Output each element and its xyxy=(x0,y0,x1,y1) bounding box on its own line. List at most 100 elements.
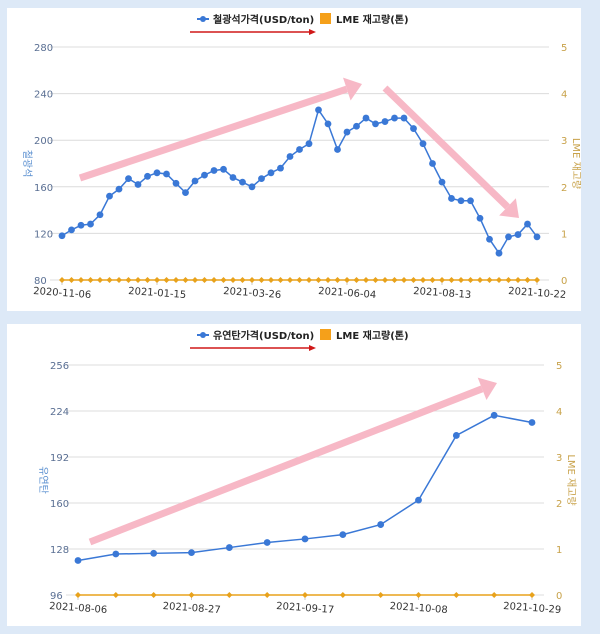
price-data-point xyxy=(188,549,195,556)
lme-data-point xyxy=(339,592,346,598)
lme-data-point xyxy=(363,277,369,283)
lme-data-point xyxy=(486,277,493,283)
lme-data-point xyxy=(448,277,455,283)
lme-data-point xyxy=(491,592,498,598)
lme-data-point xyxy=(173,277,179,283)
lme-data-point xyxy=(524,277,531,283)
price-data-point xyxy=(400,114,408,122)
x-tick-label: 2021-08-27 xyxy=(162,601,221,616)
y2-tick-label: 5 xyxy=(561,43,567,54)
price-data-point xyxy=(163,170,170,178)
y2-tick-label: 3 xyxy=(556,453,562,464)
price-data-point xyxy=(248,183,256,191)
y-tick-label: 192 xyxy=(50,453,69,464)
lme-data-point xyxy=(87,277,94,283)
price-data-point xyxy=(258,175,265,183)
price-data-point xyxy=(96,211,104,219)
y2-tick-label: 1 xyxy=(561,229,567,240)
price-data-point xyxy=(438,178,446,186)
x-tick-label: 2021-10-22 xyxy=(508,286,567,301)
lme-data-point xyxy=(529,592,535,598)
price-data-point xyxy=(429,160,436,167)
price-data-point xyxy=(134,181,142,188)
lme-data-point xyxy=(302,592,308,598)
price-data-point xyxy=(490,411,498,419)
lme-data-point xyxy=(268,277,274,283)
x-tick-label: 2021-06-04 xyxy=(318,286,377,301)
price-data-point xyxy=(419,140,427,148)
lme-data-point xyxy=(458,277,464,283)
price-data-point xyxy=(334,146,341,153)
lme-data-point xyxy=(439,277,445,283)
red-arrow-head-icon xyxy=(309,345,316,351)
price-data-point xyxy=(391,114,398,122)
price-data-point xyxy=(112,550,120,558)
lme-data-point xyxy=(353,277,360,283)
trend-down-arrow-head-icon xyxy=(499,198,519,218)
price-data-point xyxy=(524,220,531,228)
lme-data-point xyxy=(258,277,265,283)
price-data-point xyxy=(381,118,389,125)
y2-axis-title: LME 재고량 xyxy=(565,454,577,505)
lme-data-point xyxy=(182,277,189,283)
price-data-point xyxy=(150,549,158,557)
legend-swatch-icon xyxy=(320,13,331,24)
legend-item-price: 유연탄가격(USD/ton) xyxy=(213,329,314,342)
price-data-point xyxy=(410,125,417,132)
y-tick-label: 120 xyxy=(34,229,53,240)
lme-data-point xyxy=(230,277,236,283)
y-tick-label: 80 xyxy=(34,276,47,287)
lme-data-point xyxy=(315,277,322,283)
lme-data-point xyxy=(264,592,271,598)
price-data-point xyxy=(296,146,303,153)
price-data-point xyxy=(172,179,180,187)
x-tick-label: 2021-01-15 xyxy=(128,286,187,301)
lme-data-point xyxy=(372,277,379,283)
y2-tick-label: 5 xyxy=(556,361,562,372)
y2-tick-label: 4 xyxy=(556,407,562,418)
price-data-point xyxy=(201,171,208,179)
y2-tick-label: 0 xyxy=(556,591,562,602)
x-tick-label: 2020-11-06 xyxy=(33,286,92,301)
lme-data-point xyxy=(192,277,198,283)
lme-data-point xyxy=(135,277,141,283)
price-data-point xyxy=(191,177,199,185)
price-data-point xyxy=(277,164,284,172)
y2-tick-label: 2 xyxy=(561,183,567,194)
lme-data-point xyxy=(226,592,233,598)
lme-data-point xyxy=(239,277,246,283)
lme-data-point xyxy=(144,277,151,283)
x-tick-label: 2021-10-08 xyxy=(389,601,448,616)
legend-marker-icon xyxy=(200,16,206,22)
lme-data-point xyxy=(97,277,103,283)
lme-data-point xyxy=(377,592,384,598)
price-data-point xyxy=(115,185,123,193)
price-data-point xyxy=(467,197,474,205)
lme-data-point xyxy=(453,592,460,598)
y-tick-label: 256 xyxy=(50,361,69,372)
y2-tick-label: 0 xyxy=(561,276,567,287)
price-data-point xyxy=(77,221,85,229)
lme-data-point xyxy=(75,592,81,598)
legend-marker-icon xyxy=(200,332,206,338)
y-tick-label: 224 xyxy=(50,407,69,418)
price-data-point xyxy=(457,197,465,205)
y2-tick-label: 1 xyxy=(556,545,562,556)
price-data-point xyxy=(263,539,271,546)
legend-item-price: 철광석가격(USD/ton) xyxy=(213,13,314,26)
price-data-point xyxy=(58,232,66,240)
lme-data-point xyxy=(277,277,284,283)
lme-data-point xyxy=(296,277,303,283)
price-data-point xyxy=(229,174,237,181)
trend-up-arrow-line xyxy=(78,85,348,182)
legend-item-lme: LME 재고량(톤) xyxy=(336,13,409,26)
lme-data-point xyxy=(188,592,195,598)
price-data-point xyxy=(286,153,294,160)
y2-tick-label: 3 xyxy=(561,136,567,147)
price-data-point xyxy=(74,557,82,564)
y-tick-label: 240 xyxy=(34,90,53,101)
x-tick-label: 2021-03-26 xyxy=(223,286,282,301)
lme-data-point xyxy=(106,277,113,283)
lme-data-point xyxy=(125,277,132,283)
y-tick-label: 96 xyxy=(50,591,63,602)
